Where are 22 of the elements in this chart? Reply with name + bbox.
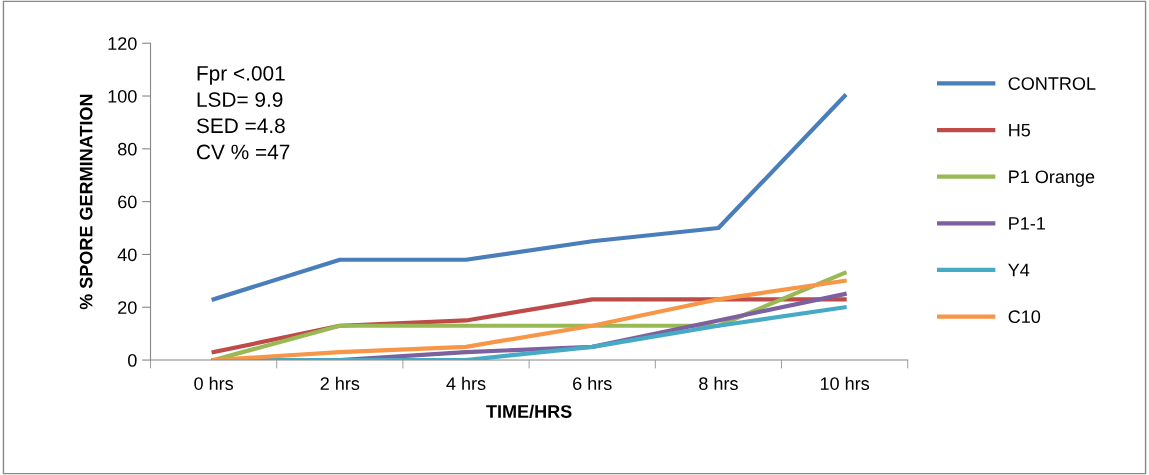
x-tick-label: 10 hrs (820, 376, 870, 390)
x-tick-label: 0 hrs (194, 376, 234, 390)
x-tick-label: 8 hrs (699, 376, 738, 390)
y-tick-label: 0 (127, 353, 137, 367)
y-axis-title: % SPORE GERMINATION (79, 94, 93, 310)
x-tick-label: 4 hrs (446, 376, 486, 390)
legend-label: H5 (1009, 123, 1031, 137)
legend-label: CONTROL (1008, 77, 1096, 90)
y-tick-label: 120 (108, 37, 137, 50)
y-tick-label: 60 (118, 195, 137, 209)
legend-label: Y4 (1008, 263, 1030, 277)
x-tick-label: 2 hrs (320, 376, 360, 390)
y-tick-label: 80 (118, 142, 137, 156)
legend-label: C10 (1008, 310, 1041, 324)
x-axis-title: TIME/HRS (486, 404, 572, 419)
y-tick-label: 20 (118, 301, 137, 314)
y-tick-label: 40 (117, 248, 137, 262)
annotation: Fpr <.001 LSD= 9.9 SED =4.8 CV % =47 (196, 65, 290, 160)
y-tick-label: 100 (108, 89, 137, 103)
legend-label: P1-1 (1009, 217, 1045, 230)
x-tick-label: 6 hrs (573, 376, 612, 390)
legend-label: P1 Orange (1009, 170, 1095, 187)
